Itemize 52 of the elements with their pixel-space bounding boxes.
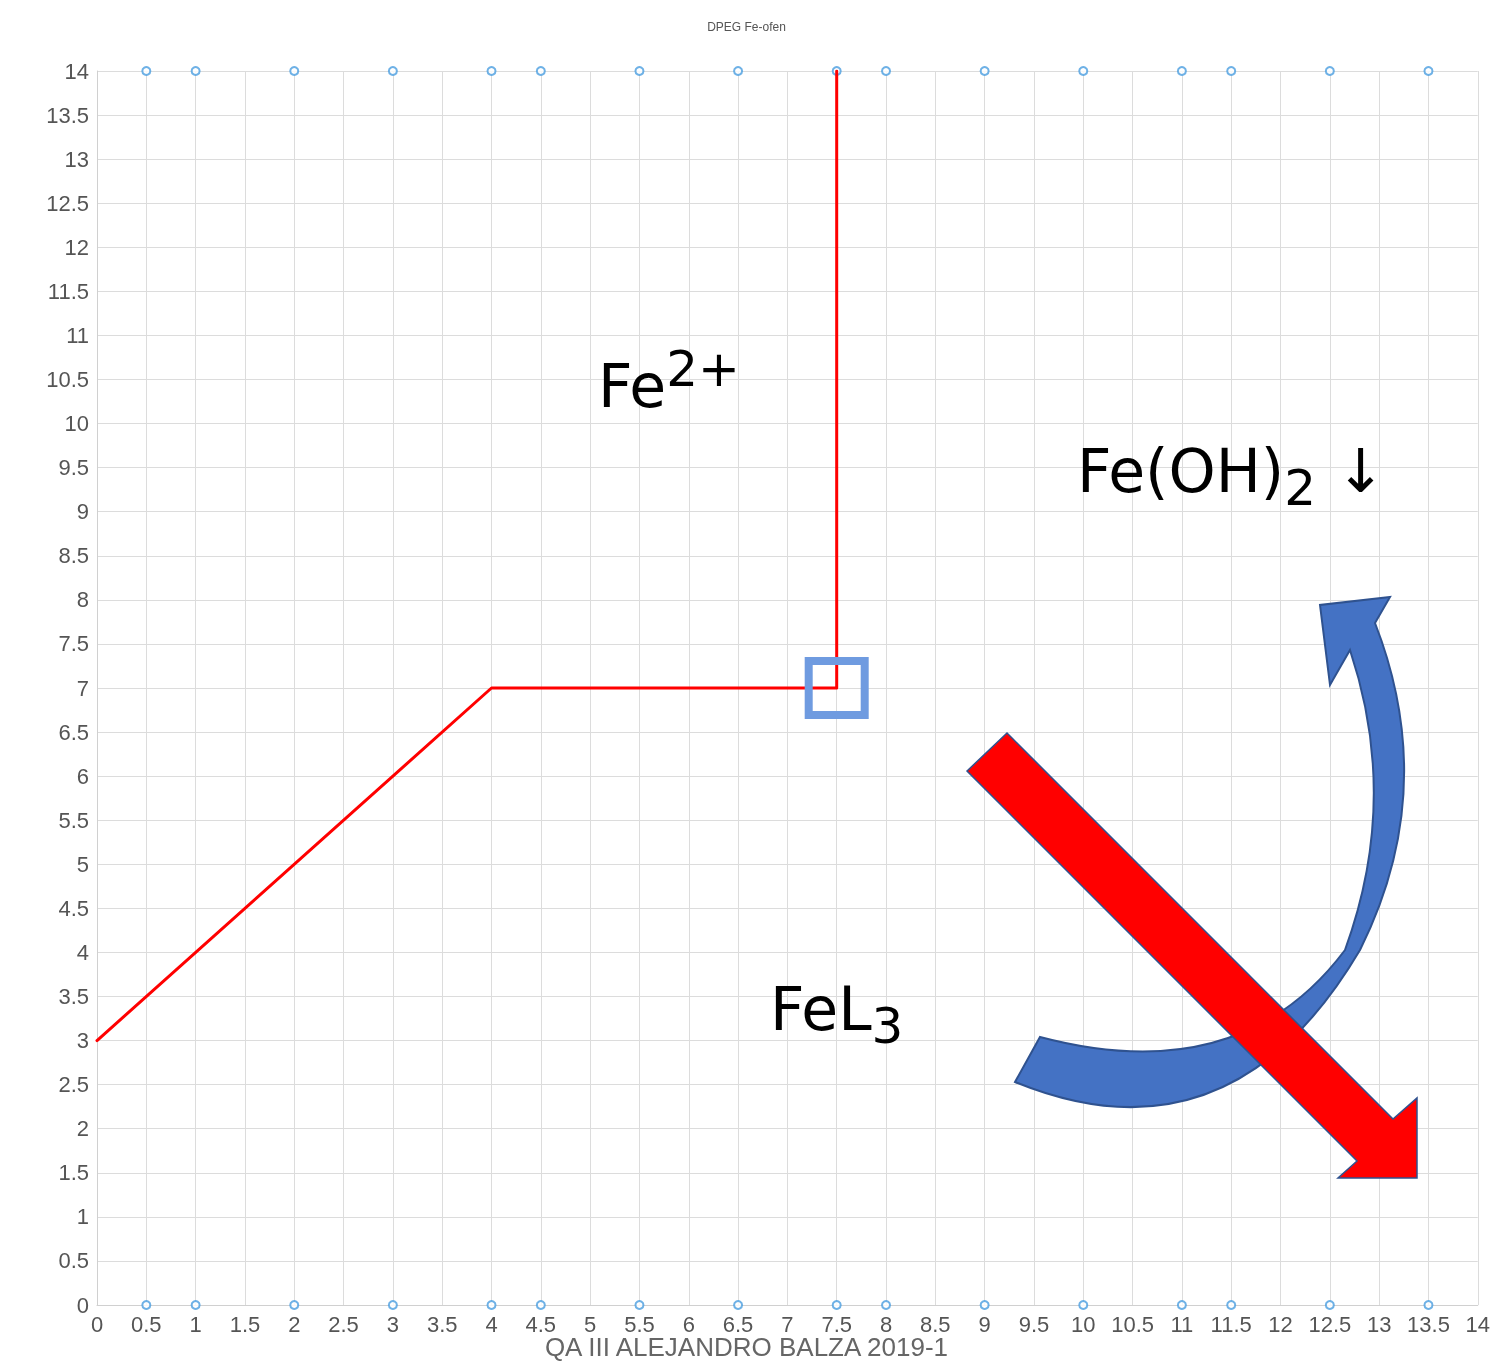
annotation: Fe(OH)$_{2}$ ↓ xyxy=(1076,435,1386,517)
y-tick-label: 2.5 xyxy=(58,1072,89,1098)
y-tick-label: 1 xyxy=(76,1204,89,1230)
y-tick-label: 0 xyxy=(76,1292,89,1318)
x-tick-label: 11 xyxy=(1170,1311,1194,1337)
y-tick-label: 5.5 xyxy=(58,807,89,833)
y-tick-label: 2 xyxy=(76,1116,89,1142)
y-tick-label: 10.5 xyxy=(46,367,89,392)
x-tick-label: 14 xyxy=(1465,1311,1491,1337)
x-tick-label: 1.5 xyxy=(229,1311,261,1337)
x-tick-label: 4 xyxy=(485,1311,498,1337)
y-tick-label: 11 xyxy=(66,322,89,348)
y-tick-label: 8 xyxy=(76,587,89,613)
y-tick-label: 0.5 xyxy=(58,1248,89,1274)
y-tick-label: 14 xyxy=(64,58,89,84)
x-tick-label: 0.5 xyxy=(131,1311,162,1337)
y-tick-label: 7.5 xyxy=(58,631,89,657)
y-tick-label: 8.5 xyxy=(58,543,89,569)
x-tick-label: 10 xyxy=(1071,1311,1096,1337)
annotation: Fe$^{2+}$ xyxy=(598,339,740,420)
y-tick-label: 7 xyxy=(76,675,89,701)
y-tick-label: 6.5 xyxy=(58,719,89,745)
y-tick-label: 4.5 xyxy=(58,895,89,921)
x-tick-label: 3.5 xyxy=(426,1311,458,1337)
x-tick-label: 12 xyxy=(1268,1311,1293,1337)
y-tick-label: 12 xyxy=(64,234,89,260)
x-tick-label: 12.5 xyxy=(1308,1311,1352,1337)
annotation: FeL$_{3}$ xyxy=(769,973,904,1055)
x-tick-label: 1 xyxy=(189,1311,202,1337)
y-tick-label: 6 xyxy=(76,763,89,789)
x-tick-label: 13.5 xyxy=(1407,1311,1450,1337)
y-tick-label: 11.5 xyxy=(47,278,89,304)
x-tick-label: 10.5 xyxy=(1111,1311,1154,1337)
y-tick-label: 3 xyxy=(76,1028,89,1054)
y-tick-label: 12.5 xyxy=(46,190,89,216)
y-tick-label: 5 xyxy=(76,851,89,877)
x-tick-label: 11.5 xyxy=(1210,1311,1252,1337)
x-tick-label: 3 xyxy=(386,1311,399,1337)
y-tick-label: 9 xyxy=(76,499,89,525)
y-tick-label: 3.5 xyxy=(58,984,89,1009)
y-tick-label: 13 xyxy=(64,146,89,172)
x-tick-label: 9.5 xyxy=(1018,1311,1050,1337)
x-tick-label: 9 xyxy=(978,1311,991,1337)
x-tick-label: 2.5 xyxy=(328,1311,359,1337)
y-tick-label: 4 xyxy=(76,939,89,965)
x-tick-label: 13 xyxy=(1366,1311,1392,1337)
y-tick-label: 1.5 xyxy=(58,1160,89,1186)
chart-title: DPEG Fe-ofen xyxy=(707,20,786,34)
x-tick-label: 2 xyxy=(288,1311,301,1337)
y-tick-label: 13.5 xyxy=(46,102,89,128)
y-tick-label: 9.5 xyxy=(58,455,89,481)
y-tick-label: 10 xyxy=(64,411,89,437)
